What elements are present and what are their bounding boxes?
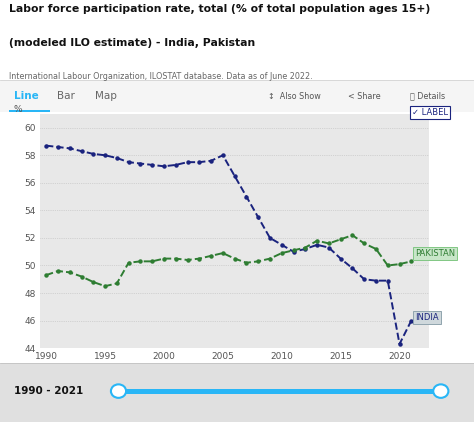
Text: PAKISTAN: PAKISTAN bbox=[415, 249, 455, 257]
Text: %: % bbox=[13, 105, 22, 114]
Text: Line: Line bbox=[14, 91, 39, 101]
Text: ✓ LABEL: ✓ LABEL bbox=[412, 108, 448, 116]
Text: Labor force participation rate, total (% of total population ages 15+): Labor force participation rate, total (%… bbox=[9, 4, 431, 14]
Text: Bar: Bar bbox=[57, 91, 75, 101]
Text: International Labour Organization, ILOSTAT database. Data as of June 2022.: International Labour Organization, ILOST… bbox=[9, 72, 313, 81]
Text: INDIA: INDIA bbox=[415, 314, 438, 322]
Text: ⓘ Details: ⓘ Details bbox=[410, 92, 445, 100]
Text: ↕  Also Show: ↕ Also Show bbox=[268, 92, 320, 100]
Text: (modeled ILO estimate) - India, Pakistan: (modeled ILO estimate) - India, Pakistan bbox=[9, 38, 256, 48]
Text: 1990 - 2021: 1990 - 2021 bbox=[14, 386, 83, 396]
Text: Map: Map bbox=[95, 91, 117, 101]
Text: < Share: < Share bbox=[348, 92, 381, 100]
